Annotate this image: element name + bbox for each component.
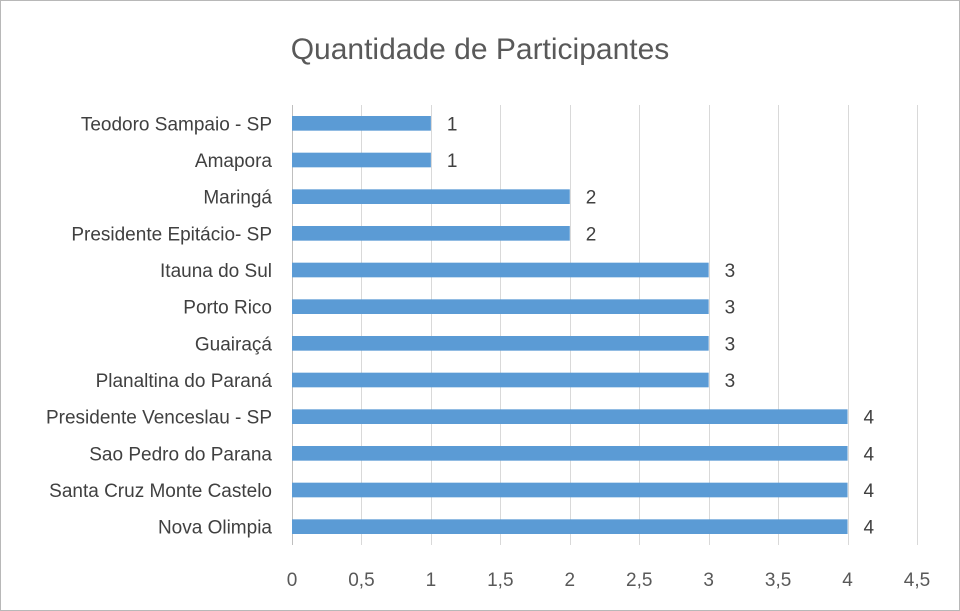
x-tick-label: 2 <box>564 570 575 591</box>
data-label: 3 <box>725 261 736 282</box>
gridlines <box>292 105 918 545</box>
category-label: Sao Pedro do Parana <box>89 444 272 465</box>
x-tick-label: 2,5 <box>626 570 652 591</box>
bar <box>292 336 709 351</box>
category-label: Maringá <box>203 188 272 209</box>
bar <box>292 152 431 168</box>
data-label: 2 <box>586 188 597 209</box>
category-label: Presidente Venceslau - SP <box>46 408 272 429</box>
bar <box>292 372 709 388</box>
x-tick-label: 0,5 <box>348 570 374 591</box>
bar <box>292 409 848 424</box>
x-tick-label: 3 <box>703 570 714 591</box>
bar <box>292 116 431 131</box>
category-label: Porto Rico <box>183 298 272 319</box>
bar <box>292 226 570 241</box>
data-label: 1 <box>447 114 458 135</box>
data-label: 4 <box>864 518 875 539</box>
bar <box>292 446 848 461</box>
category-label: Guairaçá <box>195 334 273 355</box>
x-tick-label: 1,5 <box>487 570 513 591</box>
category-label: Planaltina do Paraná <box>96 371 273 392</box>
data-label: 3 <box>725 334 736 355</box>
bar <box>292 519 848 534</box>
data-labels: 1 1 2 2 3 3 3 3 4 4 4 4 <box>447 114 875 538</box>
category-label: Nova Olimpia <box>158 518 272 539</box>
x-tick-label: 3,5 <box>765 570 791 591</box>
bar <box>292 299 709 314</box>
category-label: Teodoro Sampaio - SP <box>81 114 272 135</box>
chart-title: Quantidade de Participantes <box>291 33 670 66</box>
x-tick-label: 4 <box>842 570 853 591</box>
x-axis-tick-labels: 0 0,5 1 1,5 2 2,5 3 3,5 4 4,5 <box>287 570 931 591</box>
category-label: Presidente Epitácio- SP <box>71 224 272 245</box>
data-label: 1 <box>447 151 458 172</box>
category-label: Santa Cruz Monte Castelo <box>49 481 272 502</box>
data-label: 3 <box>725 371 736 392</box>
data-label: 4 <box>864 408 875 429</box>
bar <box>292 189 570 204</box>
x-tick-label: 0 <box>287 570 298 591</box>
data-label: 4 <box>864 444 875 465</box>
x-tick-label: 1 <box>426 570 437 591</box>
data-label: 4 <box>864 481 875 502</box>
bars <box>292 116 848 534</box>
category-labels: Teodoro Sampaio - SP Amapora Maringá Presid… <box>46 114 272 538</box>
category-label: Amapora <box>195 151 273 172</box>
data-label: 2 <box>586 224 597 245</box>
bar <box>292 262 709 278</box>
x-tick-label: 4,5 <box>904 570 930 591</box>
bar <box>292 482 848 498</box>
category-label: Itauna do Sul <box>160 261 272 282</box>
data-label: 3 <box>725 298 736 319</box>
